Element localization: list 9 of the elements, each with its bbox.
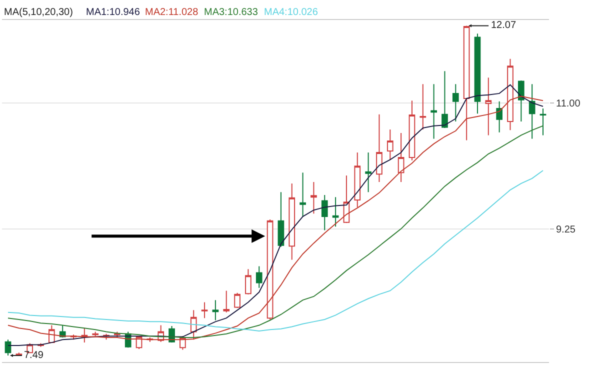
- text: MA3:10.633: [204, 7, 258, 18]
- annotation: 7.49: [24, 350, 44, 361]
- text: MA2:11.028: [145, 7, 199, 18]
- text: MA1:10.946: [86, 7, 140, 18]
- text: MA4:10.026: [264, 7, 318, 18]
- y-tick-label: 11.00: [556, 98, 581, 110]
- y-tick-label: 9.25: [556, 224, 576, 236]
- chart-title: MA(5,10,20,30): [4, 7, 73, 18]
- annotation: 12.07: [491, 20, 516, 31]
